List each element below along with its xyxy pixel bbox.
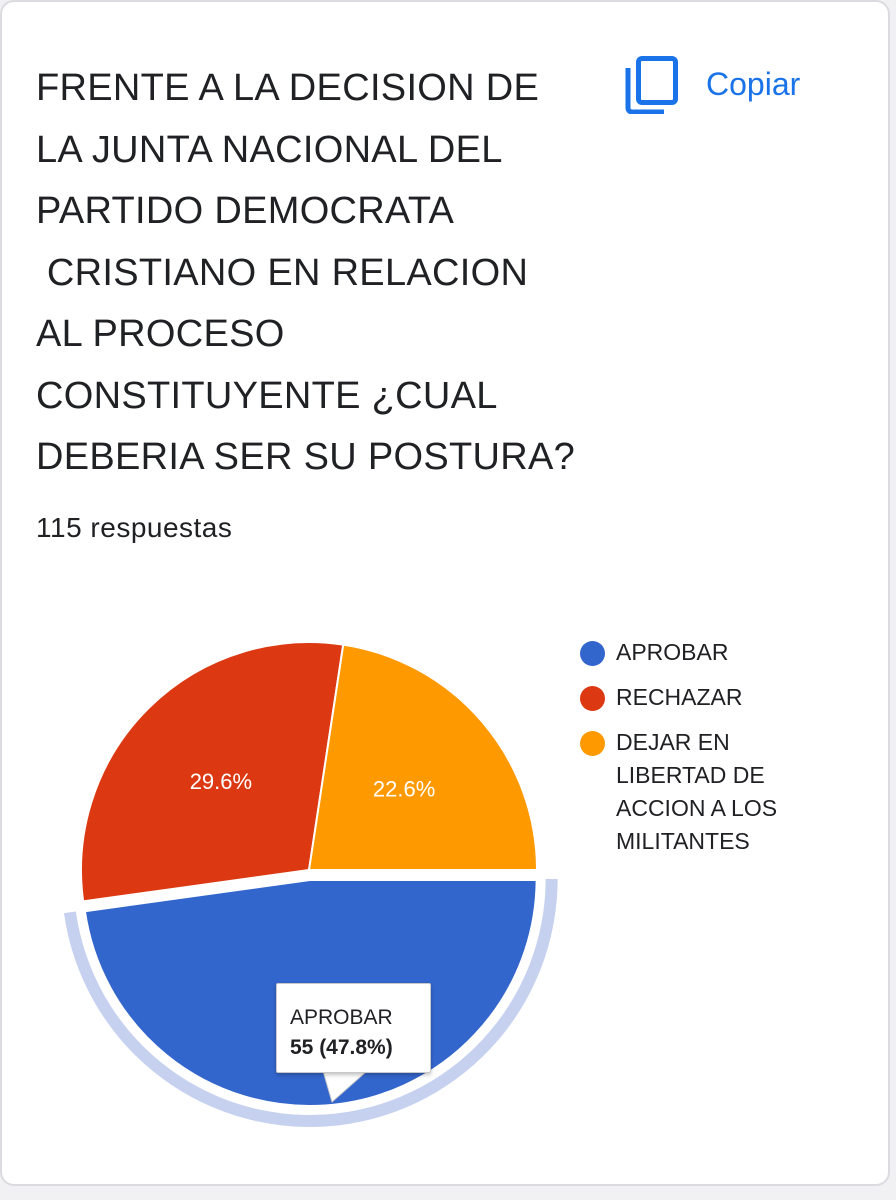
tooltip-title: APROBAR bbox=[290, 1006, 393, 1029]
legend-label: RECHAZAR bbox=[616, 681, 743, 714]
question-line: CRISTIANO EN RELACION bbox=[36, 251, 529, 294]
legend-swatch bbox=[580, 641, 605, 666]
legend-swatch bbox=[580, 686, 605, 711]
legend-label: DEJAR EN LIBERTAD DE ACCION A LOS MILITANTE… bbox=[616, 726, 777, 858]
legend-label-line: LIBERTAD DE bbox=[616, 762, 765, 788]
slice-percent-label: 22.6% bbox=[373, 776, 435, 801]
copy-button-label: Copiar bbox=[706, 65, 801, 102]
legend-item: APROBAR bbox=[580, 638, 880, 669]
legend-label: APROBAR bbox=[616, 636, 728, 669]
question-title: FRENTE A LA DECISION DE LA JUNTA NACIONA… bbox=[36, 58, 616, 489]
legend-label-line: ACCION A LOS bbox=[616, 795, 778, 821]
tooltip-value: 55 (47.8%) bbox=[290, 1036, 393, 1059]
question-line: AL PROCESO bbox=[36, 313, 285, 355]
legend-item: RECHAZAR bbox=[580, 683, 880, 714]
question-line: PARTIDO DEMOCRATA bbox=[36, 190, 455, 232]
tooltip-arrow bbox=[322, 1070, 368, 1103]
question-line: DEBERIA SER SU POSTURA? bbox=[36, 436, 576, 478]
pie-chart: 29.6% 22.6% bbox=[63, 641, 558, 1127]
legend-label-line: MILITANTES bbox=[616, 828, 750, 854]
slice-percent-label: 29.6% bbox=[190, 769, 252, 794]
legend-swatch bbox=[580, 731, 605, 756]
legend-label-line: DEJAR EN bbox=[616, 729, 730, 755]
legend-label-line: APROBAR bbox=[616, 639, 729, 665]
copy-icon bbox=[625, 56, 678, 114]
chart-legend: APROBAR RECHAZAR DEJAR EN LIBERTAD DE ACCION… bbox=[580, 638, 880, 872]
legend-label-line: RECHAZAR bbox=[616, 684, 743, 710]
pie-slice bbox=[308, 643, 538, 871]
copy-button[interactable]: Copiar bbox=[624, 52, 800, 116]
question-line: CONSTITUYENTE ¿CUAL bbox=[36, 374, 498, 417]
response-count: 115 respuestas bbox=[36, 512, 233, 543]
question-line: FRENTE A LA DECISION DE bbox=[36, 67, 540, 109]
legend-item: DEJAR EN LIBERTAD DE ACCION A LOS MILITANTE… bbox=[580, 728, 880, 858]
question-line: LA JUNTA NACIONAL DEL bbox=[36, 128, 503, 171]
pie-slice bbox=[80, 641, 345, 903]
slice-tooltip: APROBAR 55 (47.8%) bbox=[276, 983, 431, 1073]
